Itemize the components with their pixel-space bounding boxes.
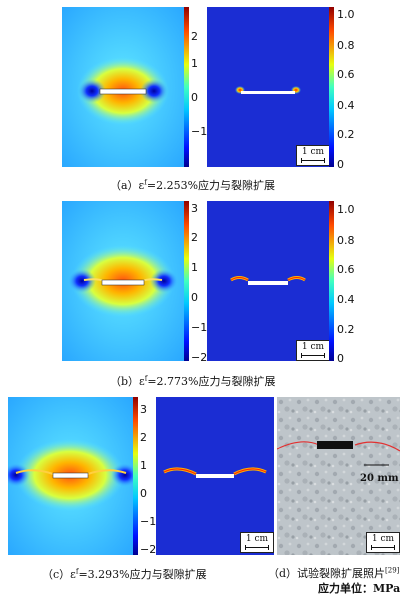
- stress-tick: −2: [140, 543, 157, 556]
- stress-tick: −2: [191, 351, 208, 364]
- damage-tick: 1.0: [337, 8, 355, 21]
- stress-colorbar-c: [133, 397, 138, 555]
- stress-contour-c: [8, 397, 133, 555]
- stress-tick: 0: [140, 487, 147, 500]
- damage-contour-a: [207, 7, 329, 167]
- stress-tick: 3: [191, 202, 198, 215]
- damage-tick: 0.8: [337, 39, 355, 52]
- stress-tick: 0: [191, 91, 198, 104]
- damage-contour-c: [156, 397, 274, 555]
- stress-tick: 2: [191, 30, 198, 43]
- stress-tick: 1: [140, 459, 147, 472]
- damage-tick: 0: [337, 158, 344, 171]
- stress-tick: 3: [140, 403, 147, 416]
- damage-contour-b: [207, 201, 329, 361]
- damage-tick: 0.4: [337, 99, 355, 112]
- scale-bar-c: 1 cm: [240, 532, 274, 553]
- length-label: 20 mm: [360, 473, 399, 484]
- stress-tick: −1: [191, 321, 208, 334]
- damage-colorbar-a: [329, 7, 334, 167]
- scale-bar-d: 1 cm: [366, 532, 400, 553]
- stress-tick: −1: [140, 515, 157, 528]
- unit-note: 应力单位：MPa: [318, 582, 401, 595]
- stress-tick: 0: [191, 291, 198, 304]
- stress-colorbar-b: [184, 201, 189, 361]
- crack: [52, 472, 89, 479]
- scale-bar-a: 1 cm: [296, 145, 330, 166]
- damage-tick: 0.6: [337, 263, 355, 276]
- stress-colorbar-a: [184, 7, 189, 167]
- damage-tick: 0.4: [337, 293, 355, 306]
- caption-c: （c）εf=3.293%应力与裂隙扩展: [42, 567, 207, 581]
- crack: [196, 474, 234, 478]
- damage-tick: 0.2: [337, 128, 355, 141]
- stress-tick: 1: [191, 261, 198, 274]
- crack: [99, 88, 147, 95]
- experiment-photo: [277, 397, 400, 555]
- caption-b: （b）εf=2.773%应力与裂隙扩展: [110, 374, 276, 388]
- stress-contour-a: [62, 7, 184, 167]
- damage-tick: 0.2: [337, 323, 355, 336]
- crack: [101, 279, 145, 286]
- crack: [241, 91, 295, 94]
- crack: [248, 281, 288, 285]
- scale-bar-b: 1 cm: [296, 340, 330, 361]
- damage-tick: 0: [337, 352, 344, 365]
- damage-tick: 0.6: [337, 68, 355, 81]
- stress-tick: 1: [191, 57, 198, 70]
- stress-tick: 2: [140, 431, 147, 444]
- crack: [317, 441, 353, 449]
- stress-tick: 2: [191, 231, 198, 244]
- damage-tick: 0.8: [337, 234, 355, 247]
- caption-a: （a）εf=2.253%应力与裂隙扩展: [110, 178, 276, 192]
- damage-colorbar-b: [329, 201, 334, 361]
- damage-tick: 1.0: [337, 203, 355, 216]
- stress-tick: −1: [191, 125, 208, 138]
- caption-d: （d）试验裂隙扩展照片[29]: [268, 566, 400, 580]
- stress-contour-b: [62, 201, 184, 361]
